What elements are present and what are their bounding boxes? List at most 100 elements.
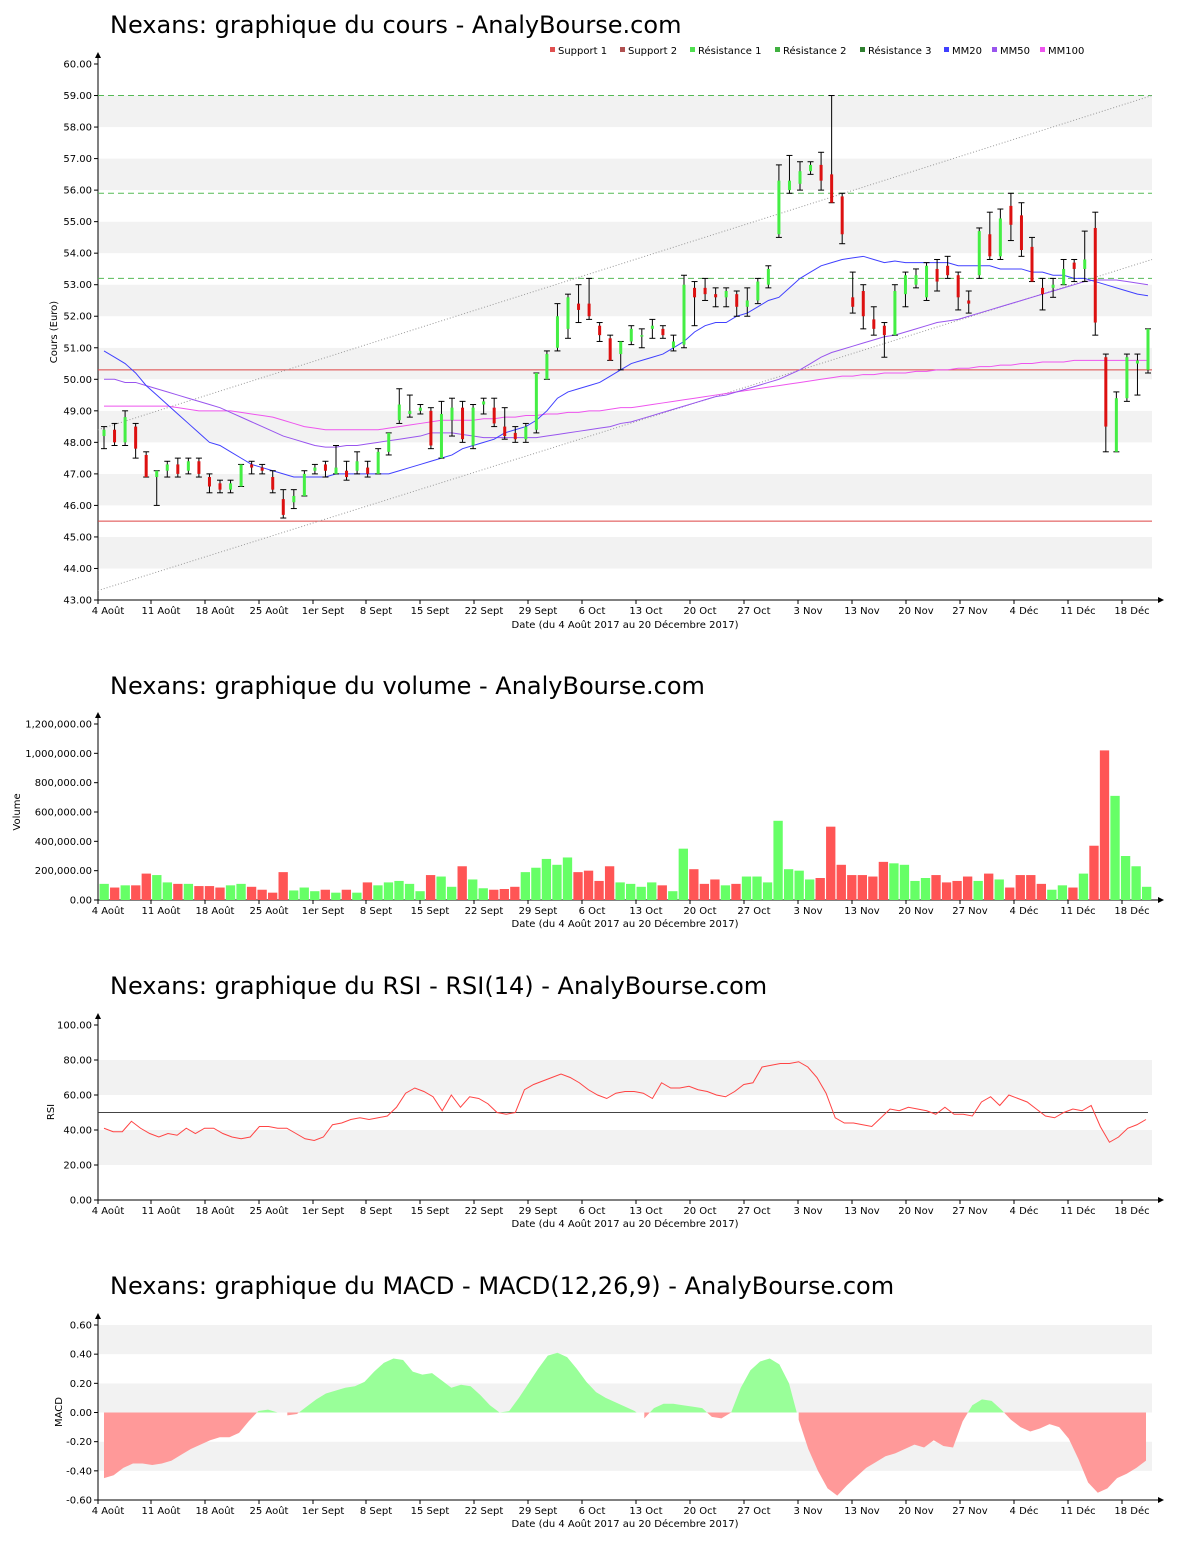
grid-band xyxy=(98,379,1152,411)
rsi-chart-title: Nexans: graphique du RSI - RSI(14) - Ana… xyxy=(110,972,767,1000)
y-tick-label: 600,000.00 xyxy=(35,808,92,819)
mm20-line xyxy=(103,255,1149,478)
volume-y-axis-label: Volume xyxy=(12,793,23,830)
volume-bar xyxy=(320,889,330,900)
volume-bar xyxy=(531,867,541,900)
rsi-line xyxy=(103,1061,1147,1143)
macd-y-axis-label: MACD xyxy=(54,1397,65,1427)
candle-body xyxy=(766,268,770,285)
candle-body xyxy=(840,196,844,235)
candle-body xyxy=(260,467,264,471)
grid-band xyxy=(98,1441,1152,1471)
x-tick-label: 18 Déc xyxy=(1114,605,1149,617)
x-tick-label: 29 Sept xyxy=(519,606,558,617)
volume-bar xyxy=(1047,889,1057,900)
volume-bar xyxy=(1005,887,1015,900)
macd-chart-title: Nexans: graphique du MACD - MACD(12,26,9… xyxy=(110,1272,894,1300)
candle-body xyxy=(882,325,886,336)
y-tick-label: 56.00 xyxy=(63,186,92,197)
x-tick-label: 29 Sept xyxy=(519,1206,558,1217)
y-tick-label: 45.00 xyxy=(63,532,92,543)
x-tick-label: 20 Nov xyxy=(898,1206,934,1217)
y-tick-label: 48.00 xyxy=(63,438,92,449)
x-tick-label: 18 Août xyxy=(196,905,235,917)
volume-bar xyxy=(310,891,320,900)
grid-band xyxy=(98,95,1152,128)
volume-bar xyxy=(552,864,562,900)
volume-bar xyxy=(604,866,615,900)
grid-band xyxy=(98,1354,1152,1384)
y-tick-label: 200,000.00 xyxy=(35,866,92,877)
x-tick-label: 18 Août xyxy=(196,605,235,617)
volume-bar xyxy=(868,876,878,900)
candle-body xyxy=(577,303,581,310)
candle-body xyxy=(418,407,422,411)
candle-body xyxy=(925,265,929,298)
rsi-x-axis-label: Date (du 4 Août 2017 au 20 Décembre 2017… xyxy=(512,1218,739,1230)
candle-body xyxy=(323,464,327,471)
volume-bar xyxy=(962,876,973,900)
x-tick-label: 27 Nov xyxy=(952,1206,988,1217)
volume-bar xyxy=(984,873,994,900)
candle-body xyxy=(629,328,633,342)
candle-body xyxy=(334,467,338,474)
x-tick-label: 27 Nov xyxy=(952,606,988,617)
price-chart-title: Nexans: graphique du cours - AnalyBourse… xyxy=(110,11,681,39)
x-tick-label: 25 Août xyxy=(250,1205,289,1217)
grid-band xyxy=(98,221,1152,254)
volume-bar xyxy=(1089,845,1099,900)
y-tick-label: -0.40 xyxy=(66,1466,92,1477)
candle-body xyxy=(682,284,686,345)
volume-bar xyxy=(1068,887,1078,900)
volume-bar xyxy=(541,858,552,900)
volume-bar xyxy=(783,869,794,900)
candle-body xyxy=(608,338,612,361)
candle-body xyxy=(935,268,939,282)
candle-body xyxy=(619,341,623,355)
x-tick-label: 11 Août xyxy=(142,1205,181,1217)
x-tick-label: 20 Oct xyxy=(683,1206,716,1217)
volume-bar xyxy=(910,880,920,900)
legend-swatch xyxy=(620,47,625,52)
volume-bar xyxy=(120,885,130,900)
x-tick-label: 18 Août xyxy=(196,1205,235,1217)
volume-bar xyxy=(362,882,373,900)
volume-bar xyxy=(215,887,225,900)
candle-body xyxy=(102,429,106,437)
volume-bar xyxy=(425,875,436,900)
x-tick-label: 20 Oct xyxy=(683,906,716,917)
y-tick-label: 49.00 xyxy=(63,406,92,417)
volume-bar xyxy=(752,876,762,900)
x-tick-label: 20 Nov xyxy=(898,906,934,917)
candle-body xyxy=(1093,227,1097,323)
y-tick-label: 40.00 xyxy=(63,1126,92,1137)
legend-label: MM20 xyxy=(952,46,982,57)
price-legend: Support 1 Support 2 Résistance 1 Résistance… xyxy=(550,45,1084,57)
candle-body xyxy=(524,426,528,440)
volume-bar xyxy=(436,876,446,900)
volume-bar xyxy=(847,875,857,900)
legend-label: Support 1 xyxy=(558,46,607,57)
x-tick-label: 1er Sept xyxy=(302,606,345,617)
y-tick-label: 1,000,000.00 xyxy=(25,749,92,760)
x-tick-label: 20 Nov xyxy=(898,1506,934,1517)
volume-bar xyxy=(352,892,362,900)
volume-bar xyxy=(973,880,983,900)
x-axis-arrow xyxy=(1158,897,1164,903)
x-tick-label: 13 Oct xyxy=(629,906,662,917)
volume-bar xyxy=(1120,856,1131,900)
grid-band xyxy=(98,284,1152,317)
y-tick-label: 60.00 xyxy=(63,60,92,71)
x-tick-label: 25 Août xyxy=(250,1505,289,1517)
y-axis-arrow xyxy=(95,712,101,718)
x-tick-label: 25 Août xyxy=(250,905,289,917)
x-tick-label: 22 Sept xyxy=(465,906,504,917)
volume-bar xyxy=(815,878,825,900)
y-tick-label: 44.00 xyxy=(63,564,92,575)
mm50-line xyxy=(104,279,1149,448)
x-tick-label: 25 Août xyxy=(250,605,289,617)
candle-body xyxy=(798,171,802,184)
candle-body xyxy=(197,461,201,474)
volume-bar xyxy=(720,885,731,900)
grid-band xyxy=(98,1165,1152,1200)
